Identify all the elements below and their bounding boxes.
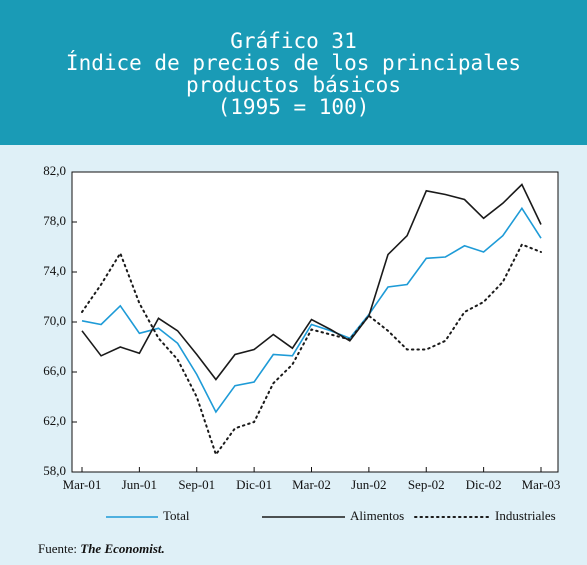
x-tick-label: Dic-02 bbox=[466, 477, 502, 492]
chart: 58,0 62,0 66,0 70,0 74,0 78,0 82,0 Mar-01 Jun-01… bbox=[0, 145, 587, 565]
x-tick-label: Mar-02 bbox=[292, 477, 331, 492]
y-tick-label: 78,0 bbox=[43, 213, 66, 228]
y-tick-label: 74,0 bbox=[43, 263, 66, 278]
x-tick-label: Dic-01 bbox=[236, 477, 272, 492]
unit-note: (1995 = 100) bbox=[217, 95, 370, 119]
x-tick-label: Jun-02 bbox=[351, 477, 386, 492]
y-tick-label: 58,0 bbox=[43, 463, 66, 478]
series-line bbox=[81, 243, 542, 457]
series-line bbox=[81, 206, 542, 414]
x-tick-label: Jun-01 bbox=[122, 477, 157, 492]
y-tick-label: 70,0 bbox=[43, 313, 66, 328]
x-tick-label: Mar-03 bbox=[522, 477, 561, 492]
y-tick-label: 66,0 bbox=[43, 363, 66, 378]
x-tick-label: Mar-01 bbox=[63, 477, 102, 492]
y-tick-label: 82,0 bbox=[43, 163, 66, 178]
header: Gráfico 31 Índice de precios de los prin… bbox=[0, 0, 587, 145]
x-tick-label: Sep-02 bbox=[408, 477, 445, 492]
legend-label: Alimentos bbox=[350, 508, 404, 523]
chart-title: Gráfico 31 bbox=[230, 29, 357, 53]
series-line bbox=[81, 183, 542, 381]
x-tick-label: Sep-01 bbox=[178, 477, 215, 492]
legend-label: Industriales bbox=[495, 508, 556, 523]
source-label: Fuente: bbox=[38, 541, 77, 556]
source-text: The Economist. bbox=[80, 541, 165, 556]
chart-subtitle: Índice de precios de los principales pro… bbox=[65, 51, 522, 97]
y-tick-label: 62,0 bbox=[43, 413, 66, 428]
source: Fuente: The Economist. bbox=[38, 541, 165, 556]
legend-label: Total bbox=[163, 508, 190, 523]
